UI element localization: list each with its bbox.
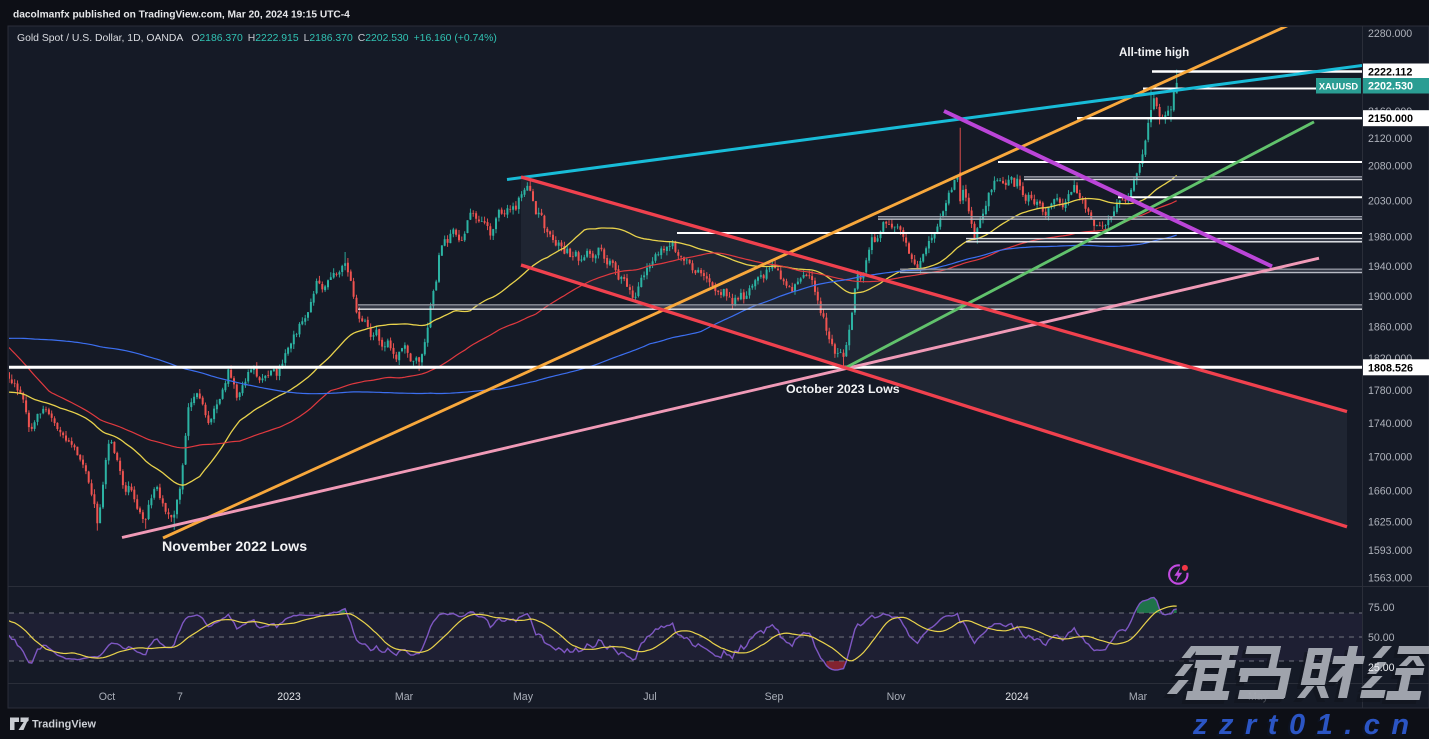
svg-text:dacolmanfx published on Tradin: dacolmanfx published on TradingView.com,… — [13, 10, 350, 21]
svg-text:October 2023 Lows: October 2023 Lows — [786, 382, 900, 396]
svg-text:TradingView: TradingView — [32, 719, 96, 731]
svg-text:1780.000: 1780.000 — [1368, 385, 1412, 397]
svg-text:1660.000: 1660.000 — [1368, 486, 1412, 498]
svg-text:2030.000: 2030.000 — [1368, 195, 1412, 207]
svg-text:November 2022 Lows: November 2022 Lows — [162, 539, 307, 555]
svg-text:25.00: 25.00 — [1368, 662, 1395, 674]
svg-text:2222.112: 2222.112 — [1368, 67, 1412, 79]
svg-text:2024: 2024 — [1005, 691, 1029, 703]
svg-text:1860.000: 1860.000 — [1368, 322, 1412, 334]
svg-text:May: May — [513, 691, 534, 703]
svg-text:Sep: Sep — [765, 691, 784, 703]
svg-text:1593.000: 1593.000 — [1368, 545, 1412, 557]
svg-text:Mar: Mar — [395, 691, 414, 703]
svg-text:1563.000: 1563.000 — [1368, 573, 1412, 585]
svg-text:Gold Spot / U.S. Dollar, 1D, O: Gold Spot / U.S. Dollar, 1D, OANDA O2186.… — [17, 33, 497, 44]
svg-text:1700.000: 1700.000 — [1368, 451, 1412, 463]
svg-text:7: 7 — [177, 691, 183, 703]
svg-text:2202.530: 2202.530 — [1368, 81, 1413, 93]
svg-text:1625.000: 1625.000 — [1368, 517, 1412, 529]
svg-text:Jul: Jul — [643, 691, 657, 703]
svg-text:zzrt01.cn: zzrt01.cn — [1190, 711, 1419, 739]
svg-text:XAUUSD: XAUUSD — [1319, 82, 1359, 92]
svg-text:2080.000: 2080.000 — [1368, 160, 1412, 172]
svg-text:50.00: 50.00 — [1368, 632, 1395, 644]
svg-text:1900.000: 1900.000 — [1368, 291, 1412, 303]
svg-text:Oct: Oct — [99, 691, 116, 703]
svg-text:1980.000: 1980.000 — [1368, 231, 1412, 243]
svg-text:Mar: Mar — [1129, 691, 1148, 703]
svg-text:2120.000: 2120.000 — [1368, 133, 1412, 145]
svg-text:Nov: Nov — [887, 691, 907, 703]
svg-text:1808.526: 1808.526 — [1368, 362, 1413, 374]
svg-text:75.00: 75.00 — [1368, 602, 1395, 614]
svg-text:zzrt01.cn: zzrt01.cn — [1192, 709, 1421, 739]
svg-text:2023: 2023 — [277, 691, 301, 703]
svg-text:All-time high: All-time high — [1119, 46, 1189, 59]
svg-text:2150.000: 2150.000 — [1368, 113, 1413, 125]
svg-text:1740.000: 1740.000 — [1368, 418, 1412, 430]
svg-text:2280.000: 2280.000 — [1368, 28, 1412, 40]
svg-text:1940.000: 1940.000 — [1368, 261, 1412, 273]
